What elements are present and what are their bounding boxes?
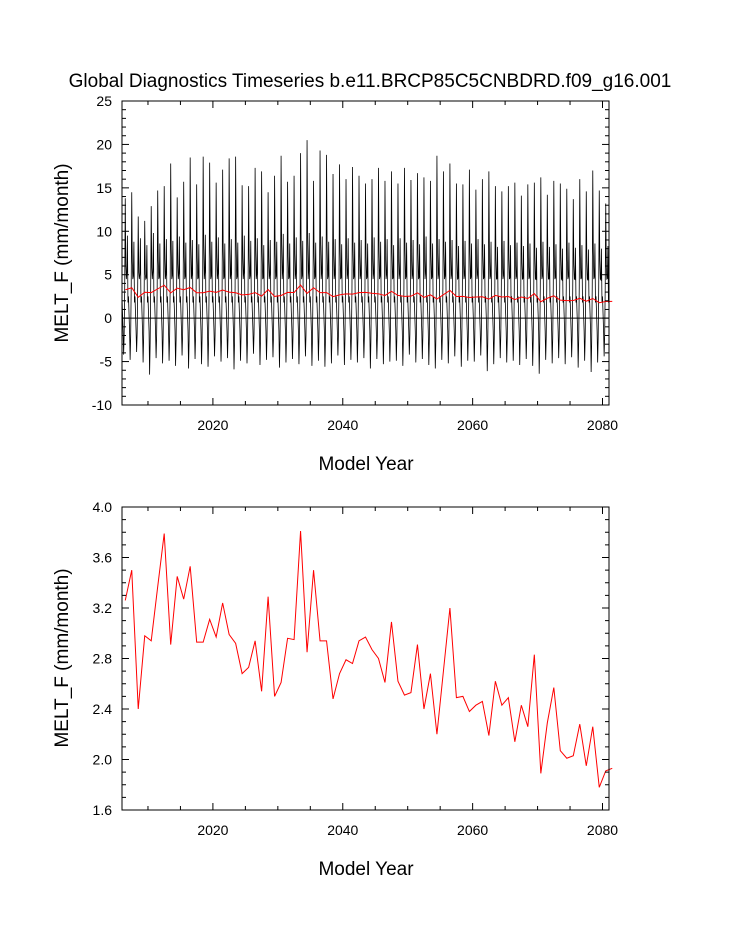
bottom-plot-frame <box>121 506 610 811</box>
top-x-tick-label: 2080 <box>587 417 618 433</box>
top-series-monthly <box>121 140 609 375</box>
bottom-y-tick-label: 4.0 <box>93 499 113 515</box>
top-y-tick-label: 0 <box>104 310 112 326</box>
bottom-y-tick-label: 2.8 <box>93 651 113 667</box>
top-y-tick-label: -5 <box>100 354 113 370</box>
top-ticks-layer: 2020 2040 2060 2080 -10 -5 0 5 10 15 20 25 <box>92 93 619 433</box>
bottom-ticks-layer: 2020 2040 2060 2080 1.6 2.0 2.4 2.8 3.2 3.6 4.0 <box>93 499 619 838</box>
top-y-tick-label: 5 <box>104 267 112 283</box>
top-y-tick-label: 20 <box>96 136 112 152</box>
top-x-axis-label: Model Year <box>318 454 414 475</box>
top-y-tick-label: -10 <box>92 397 112 413</box>
bottom-y-tick-label: 2.0 <box>93 752 113 768</box>
top-series-annual-mean <box>125 284 613 304</box>
bottom-x-tick-label: 2020 <box>197 822 228 838</box>
bottom-x-tick-label: 2080 <box>587 822 618 838</box>
bottom-y-tick-label: 2.4 <box>93 701 113 717</box>
bottom-y-axis-label: MELT_F (mm/month) <box>52 568 73 747</box>
top-x-tick-label: 2020 <box>197 417 228 433</box>
top-y-tick-label: 10 <box>96 223 112 239</box>
bottom-series-layer <box>124 530 613 788</box>
bottom-panel: 2020 2040 2060 2080 1.6 2.0 2.4 2.8 3.2 3.6 4.0 Mo… <box>52 499 618 880</box>
bottom-x-axis-label: Model Year <box>318 859 414 880</box>
figure-title: Global Diagnostics Timeseries b.e11.BRCP… <box>69 71 672 92</box>
top-y-tick-label: 15 <box>96 180 112 196</box>
bottom-y-tick-label: 3.6 <box>93 550 113 566</box>
bottom-x-tick-label: 2040 <box>327 822 358 838</box>
top-panel: 2020 2040 2060 2080 -10 -5 0 5 10 15 20 25 Model Ye… <box>52 93 618 475</box>
top-x-tick-label: 2040 <box>327 417 358 433</box>
bottom-series-annual-mean <box>124 530 613 788</box>
top-x-tick-label: 2060 <box>457 417 488 433</box>
top-y-axis-label: MELT_F (mm/month) <box>52 163 73 342</box>
top-plot-frame <box>121 100 610 406</box>
top-series-layer <box>121 140 613 375</box>
bottom-y-tick-label: 1.6 <box>93 802 113 818</box>
top-y-tick-label: 25 <box>96 93 112 109</box>
bottom-x-tick-label: 2060 <box>457 822 488 838</box>
bottom-y-tick-label: 3.2 <box>93 600 113 616</box>
